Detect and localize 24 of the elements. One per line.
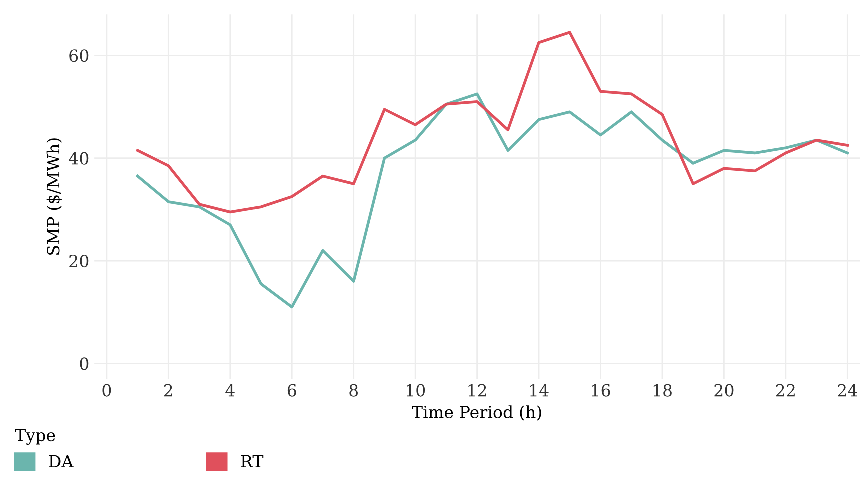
x-tick-label: 14 [530, 384, 549, 397]
x-tick-label: 18 [654, 384, 672, 397]
x-axis-title: Time Period (h) [412, 406, 542, 421]
y-tick-label: 60 [70, 50, 89, 62]
x-tick-label: 10 [407, 384, 426, 397]
x-tick-label: 22 [776, 384, 795, 397]
x-tick-label: 8 [350, 384, 358, 397]
legend-title: Type [15, 429, 56, 446]
x-tick-label: 16 [592, 384, 610, 397]
legend-label: RT [241, 455, 264, 468]
x-tick-label: 0 [102, 384, 112, 397]
line-series [136, 92, 850, 309]
y-tick-label: 0 [80, 358, 89, 370]
y-tick-label: 40 [69, 152, 89, 165]
y-tick-label: 20 [70, 254, 89, 268]
y-axis-title: SMP ($/MWh) [46, 138, 62, 255]
x-tick-label: 12 [468, 384, 486, 397]
x-tick-label: 20 [714, 384, 734, 397]
line-series [136, 31, 850, 214]
x-tick-label: 2 [164, 384, 172, 397]
x-tick-label: 6 [288, 384, 296, 397]
x-tick-label: 24 [838, 384, 858, 397]
x-tick-label: 4 [226, 384, 235, 397]
legend-label: DA [49, 455, 74, 468]
